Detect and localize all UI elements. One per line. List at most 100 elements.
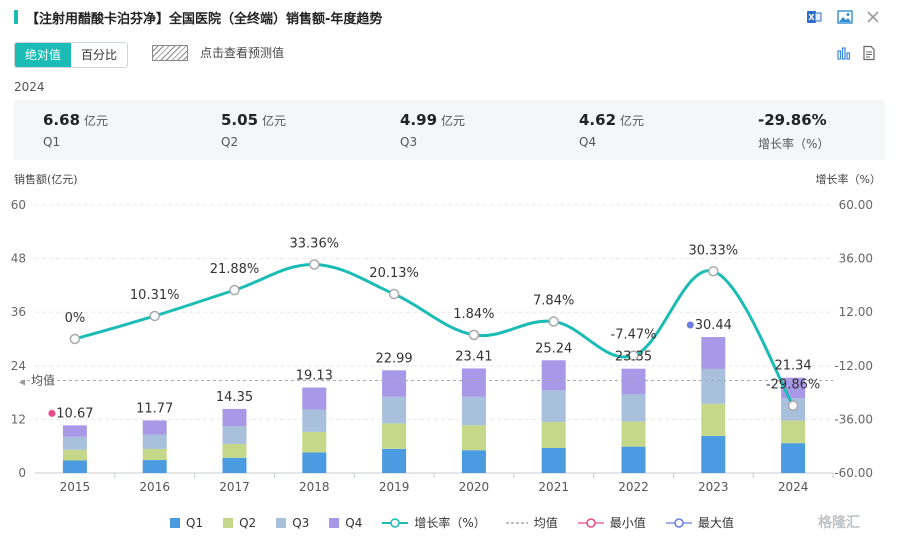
legend-item-q4[interactable]: Q4 [329, 516, 362, 530]
title-accent-bar [14, 10, 18, 24]
bar-segment-q3 [701, 368, 726, 404]
summary-unit: 亿元 [441, 114, 466, 128]
value-mode-toggle: 绝对值 百分比 [14, 42, 129, 68]
summary-label: Q3 [400, 135, 418, 149]
document-icon[interactable] [861, 45, 877, 61]
max-value-marker [686, 321, 694, 329]
bar-segment-q4 [302, 387, 327, 410]
bar-total-label: 30.44 [695, 318, 732, 333]
bar-segment-q1 [62, 460, 87, 473]
bar-segment-q3 [142, 434, 167, 449]
legend-swatch [276, 517, 287, 528]
forecast-toggle[interactable]: 点击查看预测值 [152, 44, 284, 61]
mean-arrow-icon: ◀ [19, 378, 26, 387]
bar-chart-icon[interactable] [836, 45, 852, 61]
legend-min-swatch [577, 517, 604, 528]
bar-total-label: 19.13 [296, 369, 333, 384]
growth-point [69, 333, 81, 345]
bar-segment-q1 [382, 448, 407, 473]
bar-segment-q2 [382, 423, 407, 449]
right-axis-title: 增长率（%） [815, 173, 881, 186]
forecast-hatch-swatch [152, 44, 188, 61]
right-tick-label: -60.00 [834, 466, 873, 480]
close-icon[interactable] [865, 9, 881, 25]
summary-year: 2024 [14, 80, 45, 94]
right-tick-label: 12.00 [839, 305, 873, 319]
x-tick-label: 2024 [778, 480, 809, 494]
right-tick-label: 60.00 [839, 198, 873, 212]
bar-total-label: 10.67 [56, 406, 93, 421]
bar-total-label: 11.77 [136, 401, 173, 416]
bar-segment-q2 [222, 443, 247, 458]
legend-item-q2[interactable]: Q2 [223, 516, 256, 530]
excel-export-icon[interactable]: X [806, 9, 822, 25]
chart-title: 【注射用醋酸卡泊芬净】全国医院（全终端）销售额-年度趋势 [26, 12, 383, 27]
left-tick-label: 12 [11, 412, 26, 426]
growth-rate-line [74, 262, 795, 407]
legend-label: Q4 [345, 515, 363, 530]
x-tick-label: 2023 [698, 480, 729, 494]
summary-unit: 亿元 [262, 114, 287, 128]
bar-segment-q4 [461, 368, 486, 397]
image-export-icon[interactable] [837, 9, 853, 25]
legend-item-q3[interactable]: Q3 [276, 516, 309, 530]
legend-line-swatch [382, 517, 409, 528]
bar-segment-q3 [461, 396, 486, 426]
legend-item-max[interactable]: 最大值 [665, 514, 734, 531]
summary-value: 4.62 [579, 111, 617, 129]
summary-panel: 6.68 亿元 Q1 5.05 亿元 Q2 4.99 亿元 Q3 4.62 亿元 Q4 … [14, 100, 885, 160]
legend-item-q1[interactable]: Q1 [170, 516, 203, 530]
bar-total-label: 22.99 [375, 351, 412, 366]
growth-label: 1.84% [453, 307, 494, 322]
summary-unit: 亿元 [620, 114, 645, 128]
growth-label: 21.88% [210, 262, 260, 277]
bar-segment-q2 [701, 403, 726, 436]
title-bar: 【注射用醋酸卡泊芬净】全国医院（全终端）销售额-年度趋势 X [0, 0, 897, 34]
growth-point [628, 350, 639, 361]
bar-segment-q2 [62, 449, 87, 461]
right-tick-label: 36.00 [839, 252, 873, 266]
summary-label: 增长率（%） [758, 137, 830, 151]
bar-total-label: 14.35 [216, 390, 253, 405]
legend-item-growth[interactable]: 增长率（%） [382, 514, 486, 531]
left-tick-label: 36 [11, 305, 26, 319]
bar-segment-q1 [302, 452, 327, 473]
x-tick-label: 2022 [618, 480, 649, 494]
percent-tab[interactable]: 百分比 [71, 43, 128, 67]
bar-segment-q3 [541, 390, 566, 423]
legend-label: 增长率（%） [414, 516, 486, 530]
left-axis-title: 销售额(亿元) [14, 173, 78, 186]
growth-point [468, 329, 480, 341]
summary-q3: 4.99 亿元 Q3 [400, 110, 465, 149]
legend-label: Q3 [292, 515, 310, 530]
growth-point [787, 400, 799, 411]
bar-segment-q3 [302, 409, 327, 432]
bar-segment-q1 [621, 446, 646, 473]
bar-segment-q2 [302, 431, 327, 453]
growth-label: 20.13% [369, 266, 419, 281]
bar-segment-q4 [621, 368, 646, 395]
bar-segment-q4 [701, 337, 726, 369]
legend-label: 最小值 [609, 516, 646, 530]
bar-segment-q2 [142, 448, 167, 461]
x-tick-label: 2019 [379, 480, 410, 494]
legend: Q1 Q2 Q3 Q4 增长率（%） 均值 最小值 最大值 [170, 514, 754, 531]
absolute-value-tab[interactable]: 绝对值 [15, 43, 72, 67]
bar-total-label: 23.35 [615, 350, 652, 365]
right-tick-label: -36.00 [834, 412, 873, 426]
summary-value: -29.86% [758, 111, 827, 129]
x-tick-label: 2018 [299, 480, 330, 494]
legend-item-mean[interactable]: 均值 [505, 514, 558, 531]
bar-total-label: 23.41 [455, 349, 492, 364]
min-value-marker [48, 409, 56, 417]
bar-segment-q1 [541, 447, 566, 473]
legend-item-min[interactable]: 最小值 [577, 514, 646, 531]
x-tick-label: 2020 [459, 480, 490, 494]
growth-label: 30.33% [689, 243, 739, 258]
bar-segment-q3 [222, 426, 247, 444]
left-tick-label: 60 [11, 198, 26, 212]
legend-swatch [223, 517, 234, 528]
bar-total-label: 25.24 [535, 341, 572, 356]
bar-segment-q3 [621, 394, 646, 422]
watermark-logo: 格隆汇 [818, 515, 860, 531]
